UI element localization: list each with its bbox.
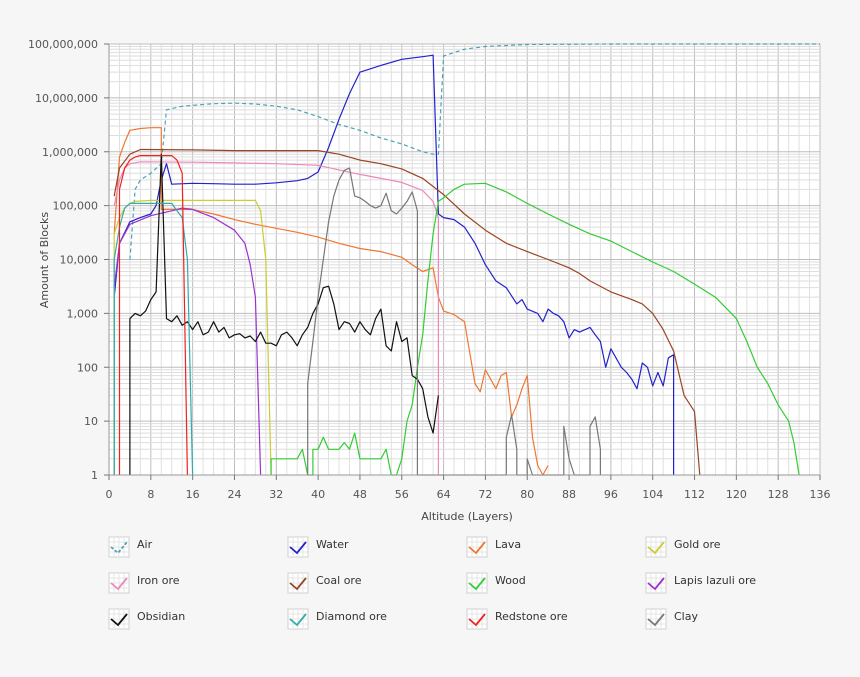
legend-label: Diamond ore [316, 610, 387, 623]
legend-item-iron-ore: Iron ore [108, 572, 180, 594]
y-tick-label: 10,000,000 [35, 92, 98, 105]
series-layer [113, 43, 820, 476]
legend-item-diamond-ore: Diamond ore [287, 608, 387, 630]
x-tick-label: 128 [768, 488, 789, 501]
y-tick-label: 100,000,000 [28, 38, 98, 51]
legend-item-wood: Wood [466, 572, 526, 594]
series-line-iron-ore [113, 161, 439, 475]
x-tick-label: 72 [478, 488, 492, 501]
legend-label: Coal ore [316, 574, 362, 587]
y-tick-label: 100,000 [53, 200, 99, 213]
x-tick-label: 120 [726, 488, 747, 501]
x-tick-label: 0 [106, 488, 113, 501]
series-line-redstone-ore [118, 155, 188, 476]
series-line-lapis-lazuli-ore [113, 207, 262, 476]
legend-swatch-line [468, 577, 486, 591]
series-line-clay [307, 167, 601, 476]
legend-swatch-line [468, 541, 486, 555]
legend-item-lapis-lazuli-ore: Lapis lazuli ore [645, 572, 756, 594]
legend-label: Air [137, 538, 153, 551]
legend-item-lava: Lava [466, 536, 521, 558]
legend-label: Gold ore [674, 538, 721, 551]
x-tick-label: 32 [269, 488, 283, 501]
legend-label: Water [316, 538, 349, 551]
legend-label: Wood [495, 574, 526, 587]
legend-swatch-line [289, 613, 307, 627]
legend-swatch-line [110, 613, 128, 627]
legend-label: Obsidian [137, 610, 185, 623]
y-tick-label: 1,000,000 [42, 146, 98, 159]
series-line-wood [270, 182, 800, 476]
legend-swatch-line [289, 577, 307, 591]
y-tick-label: 1,000 [67, 307, 99, 320]
legend-swatch-line [468, 613, 486, 627]
y-tick-label: 1 [91, 469, 98, 482]
legend-item-redstone-ore: Redstone ore [466, 608, 568, 630]
x-tick-label: 104 [642, 488, 663, 501]
x-axis-label: Altitude (Layers) [421, 510, 512, 523]
x-tick-label: 88 [562, 488, 576, 501]
legend-label: Lapis lazuli ore [674, 574, 756, 587]
x-tick-label: 48 [353, 488, 367, 501]
axes: 0 8 16 24 32 40 48 56 64 72 80 88 96 104 112 120 128 136 1… [28, 38, 830, 501]
legend-item-coal-ore: Coal ore [287, 572, 362, 594]
series-line-diamond-ore [113, 202, 194, 476]
x-tick-label: 80 [520, 488, 534, 501]
legend-label: Redstone ore [495, 610, 568, 623]
x-tick-label: 56 [395, 488, 409, 501]
x-tick-label: 40 [311, 488, 325, 501]
legend-item-gold-ore: Gold ore [645, 536, 721, 558]
legend-label: Clay [674, 610, 698, 623]
legend-item-water: Water [287, 536, 349, 558]
x-tick-label: 136 [810, 488, 831, 501]
legend-swatch-line [289, 541, 307, 555]
grid-lines [108, 43, 821, 476]
legend-label: Iron ore [137, 574, 180, 587]
legend-item-air: Air [108, 536, 153, 558]
legend-swatch-line [647, 613, 665, 627]
legend-item-clay: Clay [645, 608, 698, 630]
x-tick-label: 96 [604, 488, 618, 501]
x-tick-label: 24 [227, 488, 241, 501]
y-tick-label: 10 [84, 415, 98, 428]
legend-swatch-line [647, 577, 665, 591]
legend-swatch-line [647, 541, 665, 555]
x-tick-label: 8 [147, 488, 154, 501]
y-tick-label: 10,000 [60, 254, 99, 267]
legend: Air Water Lava Gold ore Iron ore Coal ore Wood… [108, 536, 756, 630]
legend-label: Lava [495, 538, 521, 551]
series-line-obsidian [129, 153, 439, 475]
series-line-water [113, 54, 675, 475]
x-tick-label: 112 [684, 488, 705, 501]
y-tick-label: 100 [77, 361, 98, 374]
x-tick-label: 16 [186, 488, 200, 501]
y-axis-label: Amount of Blocks [38, 212, 51, 309]
legend-item-obsidian: Obsidian [108, 608, 185, 630]
series-line-coal-ore [113, 148, 701, 476]
legend-swatch-line [110, 577, 128, 591]
x-tick-label: 64 [437, 488, 451, 501]
